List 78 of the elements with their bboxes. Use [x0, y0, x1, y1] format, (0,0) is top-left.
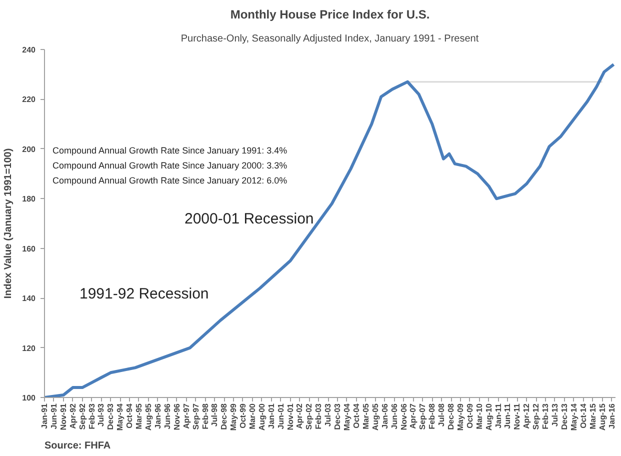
x-tick-label: Oct-14	[578, 402, 588, 428]
chart-title: Monthly House Price Index for U.S.	[230, 8, 430, 22]
x-tick-label: Jun-96	[162, 402, 172, 430]
x-tick-label: Jul-08	[437, 402, 446, 427]
x-tick-label: Jul-98	[210, 402, 220, 427]
annotation: 2000-01 Recession	[184, 210, 314, 228]
x-tick-label: Aug-00	[257, 402, 266, 431]
x-tick-label: Jan-91	[40, 402, 49, 429]
x-tick-label: Sep-92	[78, 402, 87, 430]
y-tick-label: 180	[22, 194, 36, 204]
x-tick-label: Nov-96	[172, 402, 182, 430]
x-tick-label: Feb-03	[314, 402, 324, 430]
x-tick-label: Jan-96	[153, 402, 162, 429]
x-tick-label: May-14	[569, 402, 578, 431]
x-tick-label: Oct-94	[125, 402, 134, 428]
x-tick-label: Mar-10	[474, 402, 484, 430]
x-tick-label: Apr-97	[182, 402, 191, 429]
x-tick-label: Jul-13	[550, 402, 560, 427]
x-tick-label: Sep-07	[418, 402, 428, 430]
x-tick-label: Feb-08	[428, 402, 437, 430]
x-tick-label: Apr-07	[408, 402, 418, 429]
x-tick-label: Feb-98	[200, 402, 210, 430]
x-tick-label: May-04	[342, 402, 352, 431]
x-tick-label: Jan-01	[266, 402, 276, 429]
x-tick-label: Nov-91	[58, 402, 68, 430]
annotation: Compound Annual Growth Rate Since January 2012: 6.0%	[52, 176, 288, 186]
x-tick-label: May-99	[228, 402, 238, 431]
x-tick-label: Aug-15	[598, 402, 607, 431]
y-tick-label: 100	[22, 394, 36, 402]
y-tick-label: 160	[22, 244, 36, 254]
x-tick-label: Jun-01	[276, 402, 286, 430]
x-tick-label: Jul-93	[96, 402, 106, 427]
x-tick-label: Jan-06	[380, 402, 390, 429]
x-tick-label: Jan-11	[494, 402, 503, 428]
annotation: 1991-92 Recession	[80, 286, 209, 302]
x-tick-label: Jun-11	[503, 402, 512, 429]
x-tick-label: Aug-05	[370, 402, 380, 431]
y-tick-label: 200	[22, 144, 36, 154]
x-tick-label: Oct-99	[238, 402, 248, 428]
source-note: Source: FHFA	[44, 440, 111, 452]
x-tick-label: Nov-11	[512, 402, 522, 430]
x-tick-label: Dec-98	[220, 402, 229, 430]
x-tick-label: Apr-02	[295, 402, 304, 429]
x-tick-label: Nov-01	[286, 402, 295, 430]
y-tick-label: 140	[22, 294, 36, 304]
x-tick-label: Apr-12	[522, 402, 532, 429]
x-tick-label: Aug-10	[484, 402, 494, 431]
x-tick-label: Mar-95	[134, 402, 144, 430]
x-tick-label: Jun-06	[390, 402, 399, 430]
x-tick-label: Mar-00	[248, 402, 257, 430]
y-tick-label: 220	[22, 95, 36, 104]
x-tick-label: Mar-05	[361, 402, 370, 430]
y-tick-label: 240	[22, 46, 36, 54]
x-tick-label: Oct-04	[352, 402, 361, 428]
chart-subtitle: Purchase-Only, Seasonally Adjusted Index, January 1991 - Present	[180, 34, 479, 44]
x-tick-label: Sep-97	[191, 402, 200, 430]
x-tick-label: May-94	[116, 402, 125, 431]
annotation: Compound Annual Growth Rate Since January 1991: 3.4%	[52, 146, 288, 156]
y-axis-title: Index Value (January 1991=100)	[3, 148, 14, 299]
x-tick-label: Feb-93	[87, 402, 96, 430]
x-tick-label: Aug-95	[144, 402, 153, 431]
x-tick-label: Sep-02	[304, 402, 314, 430]
x-tick-label: Sep-12	[532, 402, 541, 430]
x-tick-label: Mar-15	[588, 402, 598, 430]
annotation: Compound Annual Growth Rate Since January 2000: 3.3%	[52, 160, 288, 170]
x-tick-label: Dec-93	[106, 402, 116, 430]
x-tick-label: Dec-03	[333, 402, 342, 430]
x-tick-label: Jan-16	[607, 402, 616, 429]
x-tick-label: Feb-13	[541, 402, 550, 430]
x-tick-label: Jun-91	[49, 402, 58, 430]
x-tick-label: Oct-09	[465, 402, 474, 428]
x-tick-label: May-09	[456, 402, 465, 431]
x-tick-label: Dec-13	[560, 402, 569, 430]
y-tick-label: 120	[22, 344, 36, 353]
x-tick-label: Jul-03	[324, 402, 333, 427]
x-tick-label: Apr-92	[68, 402, 78, 429]
x-tick-label: Nov-06	[399, 402, 408, 430]
x-tick-label: Dec-08	[446, 402, 456, 430]
